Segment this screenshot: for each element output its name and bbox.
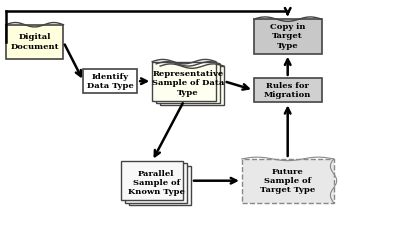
Text: Identify
Data Type: Identify Data Type <box>87 73 134 90</box>
FancyBboxPatch shape <box>242 159 334 202</box>
FancyBboxPatch shape <box>254 78 322 102</box>
Text: Digital
Document: Digital Document <box>10 34 59 51</box>
FancyBboxPatch shape <box>254 19 322 54</box>
FancyBboxPatch shape <box>121 161 183 200</box>
FancyBboxPatch shape <box>152 62 216 101</box>
FancyBboxPatch shape <box>160 66 224 105</box>
Text: Representative
Sample of Data
Type: Representative Sample of Data Type <box>152 70 224 97</box>
FancyBboxPatch shape <box>129 166 191 205</box>
Text: Copy in
Target
Type: Copy in Target Type <box>270 23 306 50</box>
FancyBboxPatch shape <box>6 25 64 59</box>
Text: Future
Sample of
Target Type: Future Sample of Target Type <box>260 167 315 194</box>
Text: Parallel
Sample of
Known Type: Parallel Sample of Known Type <box>128 170 184 196</box>
FancyBboxPatch shape <box>125 163 187 202</box>
FancyBboxPatch shape <box>84 69 137 94</box>
Text: Rules for
Migration: Rules for Migration <box>264 81 311 99</box>
FancyBboxPatch shape <box>156 64 220 103</box>
